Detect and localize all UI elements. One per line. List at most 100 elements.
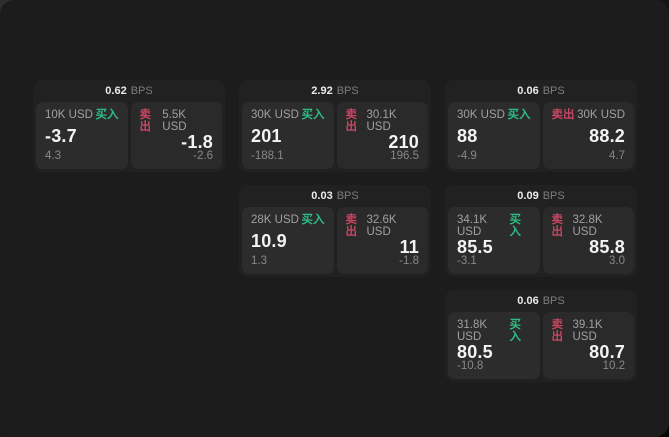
sell-top-row: 卖出 30K USD [551,109,626,122]
card-body: 30K USD 买入 88 -4.9 卖出 30K USD 88.2 4.7 [448,102,634,169]
sell-amount: 30K USD [577,109,625,121]
sell-delta: 196.5 [390,150,419,162]
card-header: 2.92 BPS [242,80,428,102]
card-header: 0.03 BPS [242,185,428,207]
buy-price: 201 [251,126,282,146]
buy-panel[interactable]: 10K USD 买入 -3.7 4.3 [36,102,128,169]
sell-panel[interactable]: 卖出 32.6K USD 11 -1.8 [336,207,428,274]
sell-label: 卖出 [139,109,152,133]
bps-unit: BPS [336,84,359,97]
buy-top-row: 31.8K USD 买入 [457,319,531,343]
buy-panel[interactable]: 28K USD 买入 10.9 1.3 [242,207,334,274]
buy-delta: -4.9 [457,149,477,162]
sell-amount: 5.5K USD [162,109,187,133]
buy-panel[interactable]: 31.8K USD 买入 80.5 -10.8 [448,312,540,379]
quote-card: 0.06 BPS 31.8K USD 买入 80.5 -10.8 卖出 39.1… [445,290,637,382]
card-header: 0.09 BPS [448,185,634,207]
bps-unit: BPS [542,189,565,202]
buy-delta: 1.3 [251,254,267,267]
buy-amount: 30K USD [457,109,505,121]
buy-label: 买入 [509,214,522,238]
bps-value: 0.06 [517,294,539,307]
card-body: 10K USD 买入 -3.7 4.3 卖出 5.5K USD -1.8 -2.… [36,102,222,169]
sell-amount: 32.8K USD [572,214,603,238]
sell-label: 卖出 [345,214,358,238]
sell-panel[interactable]: 卖出 32.8K USD 85.8 3.0 [542,207,634,274]
buy-price: 88 [457,126,478,146]
buy-label: 买入 [301,109,325,121]
sell-amount: 30.1K USD [366,109,397,133]
sell-price: 88.2 [589,126,625,146]
sell-label: 卖出 [551,319,564,343]
bps-unit: BPS [542,294,565,307]
card-body: 30K USD 买入 201 -188.1 卖出 30.1K USD 210 1… [242,102,428,169]
bps-value: 0.09 [517,189,539,202]
buy-price: 10.9 [251,231,287,251]
sell-top-row: 卖出 32.8K USD [551,214,626,238]
sell-amount: 39.1K USD [572,319,603,343]
bps-unit: BPS [130,84,153,97]
sell-amount: 32.6K USD [366,214,397,238]
quote-card: 0.09 BPS 34.1K USD 买入 85.5 -3.1 卖出 32.8K… [445,185,637,277]
buy-amount: 34.1K USD [457,214,488,238]
quote-card: 0.62 BPS 10K USD 买入 -3.7 4.3 卖出 5.5K USD [33,80,225,172]
buy-price: 80.5 [457,342,493,362]
sell-top-row: 卖出 30.1K USD [346,109,420,133]
quote-card: 2.92 BPS 30K USD 买入 201 -188.1 卖出 30.1K … [239,80,431,172]
buy-panel[interactable]: 30K USD 买入 201 -188.1 [242,102,334,169]
buy-panel[interactable]: 30K USD 买入 88 -4.9 [448,102,540,169]
buy-top-row: 34.1K USD 买入 [457,214,531,238]
sell-delta: 3.0 [609,255,625,267]
buy-top-row: 28K USD 买入 [251,214,325,227]
buy-label: 买入 [301,214,325,226]
sell-top-row: 卖出 32.6K USD [345,214,420,238]
buy-top-row: 10K USD 买入 [45,109,119,122]
sell-panel[interactable]: 卖出 30K USD 88.2 4.7 [542,102,634,169]
bps-value: 0.06 [517,84,539,97]
buy-delta: 4.3 [45,149,61,162]
buy-label: 买入 [95,109,119,121]
bps-value: 0.62 [105,84,127,97]
sell-label: 卖出 [551,109,575,121]
sell-panel[interactable]: 卖出 30.1K USD 210 196.5 [336,102,428,169]
bps-unit: BPS [542,84,565,97]
sell-top-row: 卖出 39.1K USD [551,319,626,343]
sell-top-row: 卖出 5.5K USD [139,109,214,133]
sell-label: 卖出 [551,214,564,238]
buy-top-row: 30K USD 买入 [457,109,531,122]
card-header: 0.62 BPS [36,80,222,102]
buy-panel[interactable]: 34.1K USD 买入 85.5 -3.1 [448,207,540,274]
sell-delta: -1.8 [399,255,419,267]
sell-price: -1.8 [181,132,213,152]
buy-delta: -3.1 [457,255,477,267]
quote-cards-grid: 0.62 BPS 10K USD 买入 -3.7 4.3 卖出 5.5K USD [33,80,637,382]
sell-price: 11 [399,237,419,257]
buy-label: 买入 [509,319,522,343]
sell-panel[interactable]: 卖出 39.1K USD 80.7 10.2 [542,312,634,379]
card-header: 0.06 BPS [448,80,634,102]
sell-price: 80.7 [589,342,625,362]
bps-value: 0.03 [311,189,333,202]
card-body: 34.1K USD 买入 85.5 -3.1 卖出 32.8K USD 85.8… [448,207,634,274]
sell-delta: 10.2 [602,360,625,372]
buy-price: -3.7 [45,126,77,146]
buy-amount: 10K USD [45,109,93,121]
card-body: 28K USD 买入 10.9 1.3 卖出 32.6K USD 11 -1.8 [242,207,428,274]
quote-card: 0.03 BPS 28K USD 买入 10.9 1.3 卖出 32.6K US… [239,185,431,277]
sell-price: 210 [388,132,419,152]
buy-delta: -10.8 [457,360,484,372]
sell-panel[interactable]: 卖出 5.5K USD -1.8 -2.6 [130,102,222,169]
buy-amount: 28K USD [251,214,299,226]
buy-label: 买入 [507,109,531,121]
sell-price: 85.8 [589,237,625,257]
buy-top-row: 30K USD 买入 [251,109,325,122]
card-body: 31.8K USD 买入 80.5 -10.8 卖出 39.1K USD 80.… [448,312,634,379]
buy-price: 85.5 [457,237,493,257]
bps-unit: BPS [336,189,359,202]
sell-delta: 4.7 [609,149,625,162]
bps-value: 2.92 [311,84,333,97]
quote-card: 0.06 BPS 30K USD 买入 88 -4.9 卖出 30K USD [445,80,637,172]
card-header: 0.06 BPS [448,290,634,312]
buy-amount: 30K USD [251,109,299,121]
